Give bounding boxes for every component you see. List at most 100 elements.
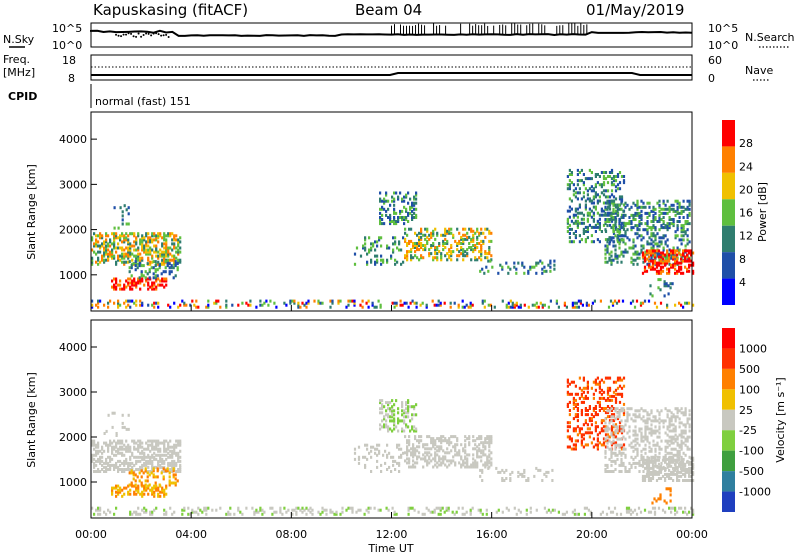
nsky-point	[155, 32, 158, 35]
heatmap-cell	[163, 277, 166, 281]
heatmap-cell	[472, 233, 475, 237]
heatmap-cell	[660, 218, 663, 221]
heatmap-cell	[405, 193, 408, 197]
heatmap-cell	[570, 439, 573, 443]
heatmap-cell	[576, 191, 579, 195]
heatmap-cell	[157, 459, 160, 463]
heatmap-cell	[433, 510, 436, 514]
heatmap-cell	[305, 512, 308, 516]
heatmap-cell	[645, 464, 649, 468]
heatmap-cell	[650, 238, 653, 242]
heatmap-cell	[664, 455, 667, 459]
heatmap-cell	[438, 242, 441, 245]
heatmap-cell	[519, 472, 522, 476]
heatmap-cell	[644, 431, 647, 435]
heatmap-cell	[580, 238, 583, 242]
heatmap-cell	[680, 463, 683, 467]
heatmap-cell	[648, 427, 651, 431]
heatmap-cell	[97, 256, 100, 260]
heatmap-cell	[432, 439, 435, 443]
heatmap-cell	[403, 421, 406, 425]
heatmap-cell	[152, 260, 155, 264]
heatmap-cell	[129, 248, 132, 252]
heatmap-cell	[189, 303, 192, 307]
heatmap-cell	[600, 185, 603, 189]
heatmap-cell	[678, 269, 681, 273]
heatmap-cell	[161, 459, 164, 463]
heatmap-cell	[474, 246, 477, 249]
heatmap-cell	[279, 506, 282, 510]
heatmap-cell	[141, 494, 144, 498]
heatmap-cell	[666, 199, 669, 203]
heatmap-cell	[457, 506, 460, 510]
heatmap-cell	[269, 299, 272, 303]
heatmap-cell	[620, 226, 623, 230]
heatmap-cell	[353, 451, 357, 455]
heatmap-cell	[157, 254, 160, 258]
heatmap-cell	[121, 445, 124, 449]
heatmap-cell	[163, 441, 166, 445]
heatmap-cell	[149, 457, 152, 461]
heatmap-cell	[602, 223, 606, 227]
heatmap-cell	[604, 433, 608, 437]
heatmap-cell	[643, 257, 647, 261]
heatmap-cell	[163, 488, 166, 492]
heatmap-cell	[398, 455, 401, 459]
heatmap-cell	[618, 400, 622, 404]
heatmap-cell	[572, 183, 575, 187]
heatmap-cell	[420, 254, 423, 258]
heatmap-cell	[111, 252, 114, 256]
heatmap-cell	[169, 468, 172, 471]
heatmap-cell	[376, 240, 379, 244]
heatmap-cell	[424, 447, 427, 451]
heatmap-cell	[443, 510, 446, 514]
heatmap-cell	[406, 258, 409, 262]
heatmap-cell	[606, 388, 610, 392]
heatmap-cell	[669, 489, 672, 493]
heatmap-cell	[612, 175, 616, 178]
heatmap-cell	[426, 242, 429, 245]
heatmap-cell	[479, 510, 482, 514]
heatmap-cell	[632, 252, 635, 256]
heatmap-cell	[393, 209, 396, 213]
heatmap-cell	[157, 305, 160, 309]
heatmap-cell	[173, 510, 176, 514]
heatmap-cell	[614, 203, 617, 207]
heatmap-cell	[686, 470, 689, 474]
heatmap-cell	[101, 447, 104, 451]
heatmap-cell	[570, 437, 573, 441]
heatmap-cell	[158, 266, 161, 270]
heatmap-cell	[407, 407, 410, 411]
heatmap-cell	[147, 248, 150, 252]
heatmap-cell	[531, 303, 534, 307]
heatmap-cell	[590, 431, 593, 435]
heatmap-cell	[115, 234, 118, 238]
heatmap-cell	[446, 258, 449, 262]
heatmap-cell	[638, 252, 641, 256]
heatmap-cell	[127, 212, 130, 216]
heatmap-cell	[161, 244, 164, 248]
heatmap-cell	[409, 207, 412, 211]
heatmap-cell	[456, 258, 459, 262]
heatmap-cell	[376, 453, 379, 457]
heatmap-cell	[482, 445, 485, 449]
heatmap-cell	[618, 384, 622, 388]
heatmap-cell	[515, 271, 518, 275]
heatmap-cell	[602, 407, 606, 410]
heatmap-cell	[458, 231, 461, 235]
heatmap-cell	[471, 303, 474, 307]
heatmap-cell	[91, 256, 94, 260]
heatmap-cell	[393, 510, 396, 514]
heatmap-cell	[594, 443, 597, 447]
heatmap-cell	[602, 380, 606, 384]
heatmap-cell	[99, 508, 102, 512]
heatmap-cell	[620, 378, 624, 382]
heatmap-cell	[598, 405, 601, 408]
heatmap-cell	[648, 417, 651, 421]
heatmap-cell	[125, 449, 128, 453]
heatmap-cell	[515, 301, 518, 305]
heatmap-cell	[91, 506, 94, 510]
heatmap-cell	[612, 201, 616, 205]
heatmap-cell	[557, 510, 560, 514]
